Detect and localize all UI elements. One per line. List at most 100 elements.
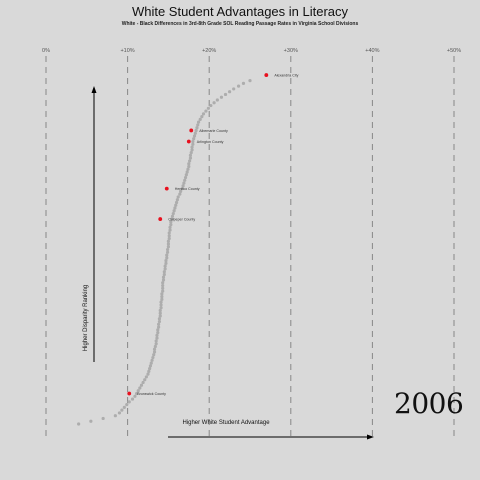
data-point [191,143,194,146]
data-point [186,168,189,171]
data-point [114,414,117,417]
data-point [128,400,131,403]
highlight-point [189,129,193,133]
highlight-label: Albemarle County [199,129,228,133]
data-point [199,118,202,121]
x-axis-label: Higher White Student Advantage [182,420,270,426]
data-point [189,154,192,157]
data-point [194,132,197,135]
x-axis-arrow-head [367,435,374,440]
data-point [164,262,167,265]
x-tick-label: 0% [42,48,50,54]
data-point [160,295,163,298]
data-point [156,328,159,331]
data-point [131,397,134,400]
data-point [77,422,80,425]
data-point [159,314,162,317]
highlight-point [187,140,191,144]
data-point [188,159,191,162]
data-point [118,411,121,414]
data-point [195,129,198,132]
data-point [209,104,212,107]
data-point [123,406,126,409]
data-point [212,101,215,104]
highlight-point [264,73,268,77]
data-point [168,237,171,240]
data-point [157,323,160,326]
highlight-label: Brunswick County [137,392,166,396]
data-point [172,212,175,215]
data-point [154,345,157,348]
data-point [168,231,171,234]
data-point [161,289,164,292]
data-point [169,223,172,226]
data-point [160,292,163,295]
data-point [147,370,150,373]
x-tick-label: +40% [365,48,379,54]
highlight-point [165,187,169,191]
data-point [207,107,210,110]
data-point [166,251,169,254]
data-point [173,209,176,212]
data-point [160,298,163,301]
data-point [155,334,158,337]
highlight-label: Henrico County [175,187,200,191]
data-point [167,242,170,245]
data-point [176,198,179,201]
data-point [145,375,148,378]
data-point [168,229,171,232]
data-point [155,342,158,345]
data-point [189,157,192,160]
data-point [196,123,199,126]
data-point [125,403,128,406]
data-point [173,206,176,209]
data-point [161,287,164,290]
data-point [204,109,207,112]
data-point [158,317,161,320]
data-point [120,409,123,412]
data-point [140,384,143,387]
data-point [163,273,166,276]
data-point [232,87,235,90]
year-label: 2006 [394,387,463,420]
data-point [149,364,152,367]
data-point [158,320,161,323]
data-point [165,253,168,256]
data-point [164,259,167,262]
highlight-point [127,392,131,396]
data-point [153,350,156,353]
data-point [248,79,251,82]
data-point [155,339,158,342]
data-point [200,115,203,118]
data-point [216,98,219,101]
data-point [178,193,181,196]
data-point [220,96,223,99]
data-point [168,226,171,229]
data-point [185,173,188,176]
data-point [89,420,92,423]
data-point [163,270,166,273]
data-point [161,281,164,284]
data-point [177,195,180,198]
data-point [190,151,193,154]
data-point [150,361,153,364]
x-tick-label: +10% [120,48,134,54]
data-point [153,348,156,351]
data-point [133,395,136,398]
x-tick-label: +50% [447,48,461,54]
data-point [167,240,170,243]
data-point [190,145,193,148]
data-point [202,112,205,115]
data-point [190,148,193,151]
data-point [166,248,169,251]
data-point [167,245,170,248]
data-point [192,137,195,140]
data-point [159,303,162,306]
data-point [224,93,227,96]
highlight-label: Alexandria City [274,74,298,78]
data-point [161,284,164,287]
data-point [228,90,231,93]
data-point [150,359,153,362]
data-point [152,353,155,356]
data-point [159,301,162,304]
